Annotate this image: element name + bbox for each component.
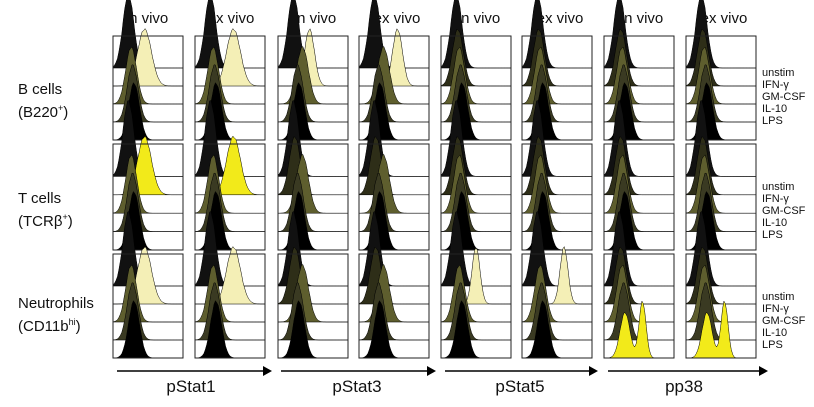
histogram-panel <box>358 100 430 251</box>
histogram-panel <box>277 0 349 141</box>
axis-label-pstat3: pStat3 <box>332 377 382 396</box>
histogram-panel <box>358 0 430 141</box>
panel-frame <box>112 35 184 141</box>
panel-frame <box>521 143 593 251</box>
histogram-panel <box>685 100 757 251</box>
histogram-panel <box>521 100 593 251</box>
row-marker: (B220+) <box>18 103 69 121</box>
panel-frame <box>603 143 675 251</box>
panel-frame <box>440 253 512 359</box>
panel-frame <box>277 35 349 141</box>
axis-label-pstat5: pStat5 <box>495 377 545 396</box>
condition-label: GM-CSF <box>762 205 806 217</box>
histogram-panel <box>194 100 266 251</box>
histogram-panel <box>685 0 757 141</box>
condition-label: LPS <box>762 339 783 351</box>
column-header-5: in vivo <box>457 10 501 27</box>
histogram-panel <box>194 0 266 141</box>
condition-label: IL-10 <box>762 327 788 339</box>
row-marker: (CD11bhi) <box>18 317 81 335</box>
panel-frame <box>685 143 757 251</box>
histogram-panel <box>358 211 430 359</box>
panel-frame <box>194 143 266 251</box>
column-header-8: ex vivo <box>700 10 748 27</box>
row-header-neutrophils: Neutrophils (CD11bhi) <box>18 294 94 336</box>
histogram-panel <box>440 100 512 251</box>
histogram-panel <box>603 0 675 141</box>
axis-arrow <box>117 366 272 376</box>
panel-frame <box>685 35 757 141</box>
condition-label: IL-10 <box>762 217 788 229</box>
axis-arrow <box>608 366 768 376</box>
panel-frame <box>358 143 430 251</box>
column-header-4: ex vivo <box>373 10 421 27</box>
conditions-legend-row-1: unstim IFN-γ GM-CSF IL-10 LPS <box>762 67 805 127</box>
panel-frame <box>358 253 430 359</box>
row-label: B cells <box>18 81 63 98</box>
condition-label: IFN-γ <box>762 303 789 315</box>
histogram-panel <box>194 211 266 359</box>
histogram-panel <box>112 0 184 141</box>
column-header-6: ex vivo <box>536 10 584 27</box>
panel-frame <box>440 35 512 141</box>
histogram-panel <box>112 100 184 251</box>
row-marker: (TCRβ+) <box>18 212 73 230</box>
panel-frame <box>358 35 430 141</box>
condition-label: LPS <box>762 115 783 127</box>
row-label: T cells <box>18 190 62 207</box>
histogram-panel <box>277 100 349 251</box>
condition-label: IL-10 <box>762 103 788 115</box>
panel-frame <box>194 35 266 141</box>
histogram-panel <box>521 0 593 141</box>
panel-frame <box>277 253 349 359</box>
histogram-panel <box>603 100 675 251</box>
condition-label: unstim <box>762 291 795 303</box>
conditions-legend-row-3: unstim IFN-γ GM-CSF IL-10 LPS <box>762 291 805 351</box>
panel-frame <box>685 253 757 359</box>
panel-frame <box>521 35 593 141</box>
axis-label-pp38: pp38 <box>665 377 703 396</box>
row-header-b-cells: B cells (B220+) <box>18 80 68 122</box>
condition-label: GM-CSF <box>762 315 806 327</box>
row-header-t-cells: T cells (TCRβ+) <box>18 189 73 231</box>
axis-arrow <box>281 366 436 376</box>
column-header-3: in vivo <box>293 10 337 27</box>
condition-label: unstim <box>762 181 795 193</box>
panel-frame <box>521 253 593 359</box>
axis-label-pstat1: pStat1 <box>166 377 216 396</box>
panel-frame <box>112 143 184 251</box>
panel-frame <box>194 253 266 359</box>
condition-label: IFN-γ <box>762 79 789 91</box>
condition-label: GM-CSF <box>762 91 806 103</box>
column-header-1: in vivo <box>125 10 169 27</box>
histogram-panel <box>112 211 184 359</box>
condition-label: unstim <box>762 67 795 79</box>
histogram-panel <box>603 211 675 359</box>
histogram-panel <box>440 211 512 359</box>
row-label: Neutrophils <box>18 295 94 312</box>
axis-arrow <box>445 366 598 376</box>
histogram-trace <box>278 28 348 87</box>
histogram-panel <box>277 211 349 359</box>
panel-frame <box>603 253 675 359</box>
condition-label: IFN-γ <box>762 193 789 205</box>
histogram-panel <box>521 211 593 359</box>
column-header-2: ex vivo <box>207 10 255 27</box>
panel-frame <box>112 253 184 359</box>
conditions-legend-row-2: unstim IFN-γ GM-CSF IL-10 LPS <box>762 181 805 241</box>
panel-frame <box>603 35 675 141</box>
column-header-7: in vivo <box>620 10 664 27</box>
panel-frame <box>277 143 349 251</box>
histogram-panel <box>440 0 512 141</box>
histogram-trace <box>359 28 429 87</box>
histogram-panel <box>685 211 757 359</box>
condition-label: LPS <box>762 229 783 241</box>
